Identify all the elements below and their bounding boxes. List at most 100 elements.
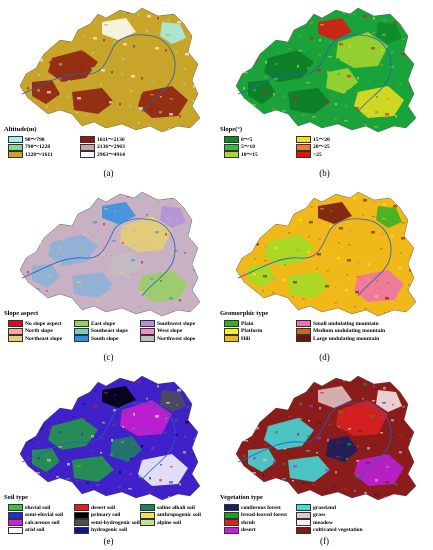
legend-item: saline alkali soil [140, 504, 195, 511]
legend-label: 90～790 [25, 136, 45, 143]
speckle [157, 17, 159, 20]
speckle [371, 415, 375, 418]
speckle [244, 256, 248, 258]
speckle [104, 392, 108, 394]
speckle [365, 477, 367, 480]
speckle [179, 299, 181, 302]
speckle [344, 120, 348, 122]
legend-item: 5～10 [224, 143, 255, 151]
speckle [411, 239, 413, 242]
speckle [238, 194, 240, 196]
speckle [328, 424, 332, 426]
speckle [169, 481, 173, 484]
speckle [82, 234, 86, 236]
speckle [328, 240, 332, 242]
legend-item: South slope [74, 335, 119, 342]
speckle [404, 132, 408, 134]
legend-swatch [74, 519, 89, 526]
speckle [262, 106, 264, 108]
speckle [167, 203, 170, 206]
speckle [96, 300, 100, 302]
speckle [178, 314, 181, 316]
speckle [77, 97, 81, 100]
speckle [354, 306, 356, 308]
speckle [358, 246, 362, 248]
speckle [36, 288, 40, 290]
speckle [335, 103, 337, 106]
speckle [59, 63, 62, 66]
speckle [47, 275, 51, 278]
speckle [391, 51, 394, 54]
speckle [384, 128, 386, 130]
legend-label: Southeast slope [91, 328, 128, 334]
speckle [185, 53, 189, 56]
speckle [196, 40, 200, 42]
panel-caption: (a) [103, 168, 114, 178]
speckle [160, 96, 162, 98]
legend-swatch [8, 136, 23, 143]
speckle [292, 480, 294, 482]
speckle [83, 403, 86, 406]
speckle [72, 416, 75, 418]
legend-item: bread-leaved forest [224, 511, 287, 519]
speckle [38, 258, 40, 260]
legend-swatch [296, 320, 311, 327]
river-line [21, 34, 176, 113]
speckle [401, 53, 405, 56]
speckle [40, 44, 43, 46]
panel-caption: (e) [103, 536, 114, 546]
speckle [273, 461, 275, 464]
legend-swatch [224, 335, 239, 342]
speckle [279, 399, 283, 402]
speckle [178, 130, 181, 132]
speckle [174, 250, 178, 252]
speckle [391, 235, 394, 238]
legend-label: Medium undulating mountain [313, 328, 386, 334]
speckle [146, 214, 148, 216]
speckle [270, 14, 272, 16]
speckle [256, 228, 259, 230]
speckle [272, 476, 275, 478]
speckle [238, 10, 240, 12]
legend-item: coniferous forest [224, 504, 281, 511]
speckle [338, 242, 340, 244]
speckle [275, 63, 278, 66]
legend-label: calcareous soil [25, 519, 60, 526]
speckle [381, 417, 383, 420]
legend-label: 2136～2963 [97, 144, 125, 150]
speckle [58, 262, 62, 264]
legend-swatch [80, 151, 95, 158]
legend-item: arid soil [8, 526, 44, 534]
speckle [92, 52, 94, 54]
legend-swatch [296, 526, 311, 534]
speckle [157, 385, 159, 388]
speckle [375, 479, 378, 482]
speckle [375, 111, 378, 114]
speckle [297, 433, 299, 436]
speckle [290, 202, 294, 204]
speckle [46, 474, 48, 476]
speckle [121, 441, 124, 444]
class-patch [376, 390, 402, 412]
speckle [82, 418, 86, 420]
speckle [81, 249, 83, 252]
legend-label: grassland [313, 504, 337, 511]
speckle [413, 25, 416, 28]
speckle [373, 201, 375, 204]
legend-swatch [224, 511, 239, 519]
speckle [146, 30, 148, 32]
legend-item: desert soil [74, 504, 115, 511]
speckle [94, 390, 97, 392]
speckle [109, 101, 113, 104]
speckle [196, 408, 200, 410]
speckle [310, 390, 313, 392]
legend-title: Slope(°) [220, 126, 243, 133]
speckle [86, 298, 89, 300]
speckle [290, 386, 294, 388]
speckle [26, 286, 29, 288]
panel-caption: (d) [319, 352, 330, 362]
speckle [38, 74, 40, 76]
speckle [242, 470, 245, 472]
speckle [263, 459, 267, 462]
speckle [403, 391, 405, 394]
